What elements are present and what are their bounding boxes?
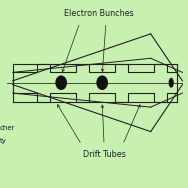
Ellipse shape — [169, 78, 173, 87]
Text: cher: cher — [0, 125, 15, 131]
Text: Drift Tubes: Drift Tubes — [83, 150, 126, 159]
Ellipse shape — [56, 76, 66, 89]
Text: ty: ty — [0, 138, 6, 144]
Text: Electron Bunches: Electron Bunches — [64, 9, 133, 18]
Ellipse shape — [97, 76, 107, 89]
